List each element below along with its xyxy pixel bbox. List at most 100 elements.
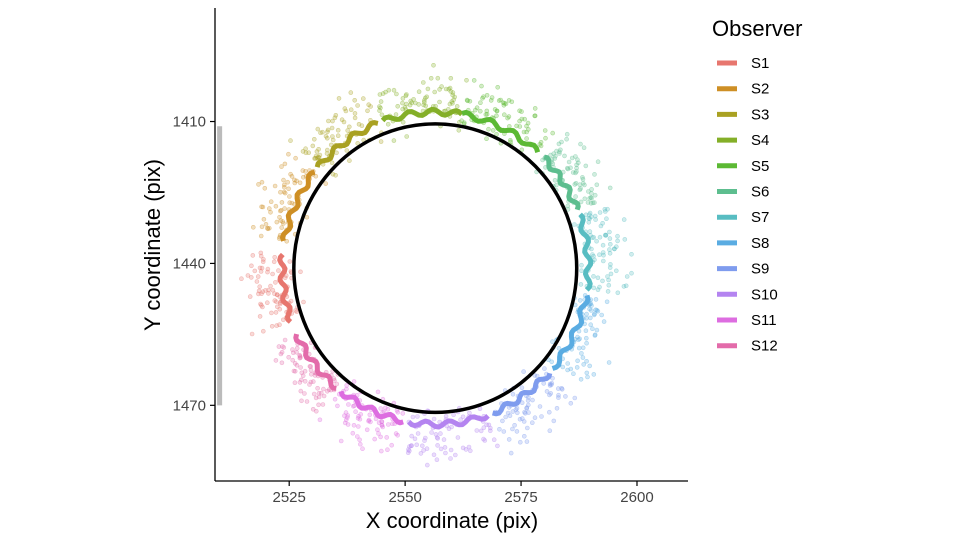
scatter-point-s1	[288, 298, 294, 304]
scatter-point-s5	[524, 136, 529, 141]
scatter-point-s8	[580, 355, 586, 360]
scatter-point-s9	[525, 398, 531, 403]
scatter-point-s11	[400, 411, 406, 416]
scatter-point-s4	[416, 102, 422, 107]
scatter-point-s8	[550, 339, 555, 345]
scatter-point-s5	[543, 135, 548, 141]
scatter-point-s10	[466, 444, 472, 450]
scatter-point-s9	[522, 409, 527, 415]
scatter-point-s10	[406, 448, 412, 454]
scatter-point-s7	[611, 246, 617, 252]
scatter-point-s7	[605, 206, 610, 212]
scatter-point-s3	[314, 155, 320, 161]
scatter-point-s5	[472, 107, 478, 113]
scatter-point-s10	[415, 431, 421, 436]
scatter-point-s8	[577, 298, 583, 303]
trajectory-s12	[293, 333, 337, 392]
scatter-point-s10	[435, 443, 440, 448]
scatter-point-s5	[519, 109, 524, 114]
scatter-point-s9	[544, 389, 550, 394]
scatter-point-s9	[501, 429, 507, 434]
scatter-point-s3	[352, 111, 358, 116]
scatter-point-s7	[622, 237, 628, 242]
scatter-point-s5	[465, 98, 470, 104]
scatter-point-s12	[316, 402, 321, 408]
scatter-point-s11	[344, 386, 349, 392]
scatter-point-s8	[604, 299, 610, 305]
scatter-point-s6	[569, 155, 575, 161]
scatter-point-s3	[348, 107, 354, 112]
scatter-point-s9	[512, 422, 517, 428]
scatter-point-s1	[254, 279, 260, 284]
scatter-point-s11	[355, 424, 361, 429]
scatter-point-s8	[591, 312, 597, 318]
scatter-point-s12	[304, 399, 310, 404]
x-axis-title: X coordinate (pix)	[366, 508, 538, 533]
scatter-point-s8	[583, 328, 589, 334]
scatter-point-s1	[259, 265, 265, 271]
scatter-point-s6	[582, 182, 587, 188]
scatter-point-s8	[571, 371, 576, 377]
scatter-point-s6	[592, 172, 597, 177]
scatter-point-s5	[542, 128, 548, 133]
scatter-point-s9	[547, 381, 553, 387]
scatter-point-s5	[517, 118, 522, 124]
trajectory-s4	[380, 106, 464, 123]
scatter-point-s2	[277, 215, 282, 220]
scatter-point-s12	[320, 402, 326, 407]
scatter-point-s6	[548, 152, 553, 158]
scatter-point-s6	[588, 201, 594, 206]
scatter-point-s3	[368, 104, 373, 109]
scatter-point-s8	[588, 308, 594, 313]
scatter-point-s10	[484, 422, 489, 428]
scatter-point-s2	[279, 225, 285, 230]
scatter-point-s2	[297, 180, 303, 186]
scatter-point-s10	[487, 428, 493, 434]
scatter-point-s1	[255, 274, 261, 279]
scatter-point-s1	[258, 302, 264, 308]
scatter-point-s6	[589, 187, 594, 192]
scatter-point-s4	[412, 100, 418, 106]
scatter-point-s10	[449, 424, 454, 430]
scatter-point-s8	[584, 340, 589, 346]
scatter-point-s3	[325, 127, 331, 133]
scatter-point-s6	[590, 200, 596, 206]
scatter-point-s8	[565, 361, 571, 366]
scatter-point-s3	[323, 133, 329, 139]
scatter-point-s9	[510, 391, 516, 397]
scatter-point-s7	[591, 253, 596, 259]
scatter-point-s10	[458, 417, 463, 423]
scatter-point-s6	[557, 151, 562, 156]
scatter-point-s1	[260, 289, 266, 295]
scatter-point-s5	[506, 114, 512, 119]
scatter-point-s4	[404, 92, 409, 97]
scatter-point-s4	[400, 100, 405, 106]
scatter-point-s9	[519, 416, 525, 421]
scatter-point-s2	[273, 203, 279, 209]
scatter-point-s7	[597, 210, 603, 215]
scatter-point-s7	[613, 268, 619, 274]
scatter-point-s2	[278, 218, 284, 223]
scatter-point-s3	[341, 119, 347, 125]
scatter-point-s7	[606, 282, 612, 288]
scatter-point-s2	[292, 177, 297, 183]
scatter-point-s9	[537, 404, 543, 409]
scatter-point-s3	[325, 129, 330, 135]
scatter-point-s5	[538, 140, 544, 145]
scatter-point-s11	[379, 419, 385, 425]
ticks-layer: 2525 2550 2575 2600 1410 1440 1470	[173, 114, 654, 506]
scatter-point-s5	[532, 113, 538, 119]
scatter-point-s2	[284, 239, 290, 244]
scatter-point-s4	[377, 104, 382, 109]
scatter-point-s10	[442, 445, 448, 450]
scatter-point-s6	[568, 165, 573, 171]
scatter-point-s6	[582, 196, 588, 202]
scatter-point-s11	[338, 438, 344, 444]
scatter-point-s3	[330, 171, 336, 177]
scatter-point-s8	[576, 345, 582, 351]
scatter-point-s7	[612, 246, 617, 252]
scatter-point-s3	[348, 90, 354, 95]
scatter-point-s11	[354, 434, 360, 439]
scatter-point-s2	[260, 204, 266, 210]
scatter-point-s1	[293, 308, 298, 313]
